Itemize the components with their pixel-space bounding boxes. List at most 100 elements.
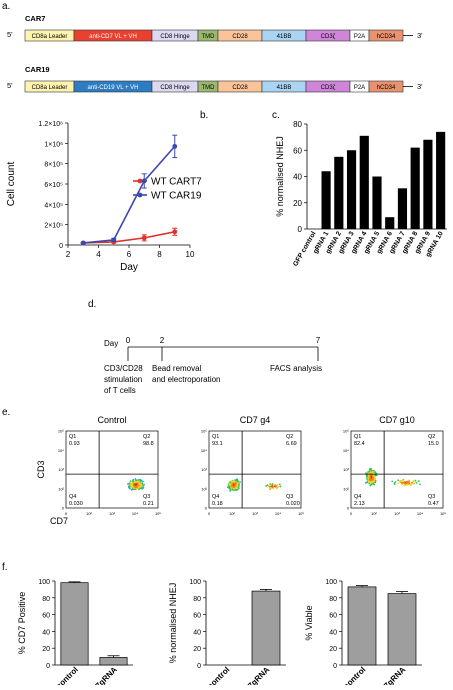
flow-y-tick-label: 10⁴ [201, 448, 207, 453]
segment-label: CD28 [232, 34, 248, 40]
event-dot [237, 487, 240, 489]
segment-label: anti-CD7 VL + VH [89, 34, 137, 40]
y-tick-label: 40 [193, 629, 201, 636]
flow-x-tick-label: 10⁵ [155, 511, 161, 516]
event-dot [239, 481, 241, 484]
bar [321, 171, 331, 229]
event-dot [236, 488, 239, 491]
event-dot [375, 474, 378, 477]
flow-x-tick-label: 0 [208, 511, 211, 516]
event-dot [229, 489, 232, 491]
event-dot [128, 485, 130, 487]
flow-x-axis-label: CD7 [50, 516, 68, 526]
three-prime-label: 3' [417, 31, 423, 40]
flow-x-tick-label: 10⁵ [440, 511, 446, 516]
flow-x-tick-label: 10⁴ [275, 511, 281, 516]
y-tick-label: 2×10⁵ [44, 223, 63, 230]
y-axis-label: % CD7 Positive [17, 592, 27, 655]
quadrant-value: 2.13 [354, 501, 365, 507]
event-dot [130, 488, 133, 491]
construct-name: CAR19 [25, 65, 50, 74]
event-dot [232, 485, 235, 488]
segment-label: CD8 Hinge [160, 34, 190, 40]
event-dot [131, 483, 134, 486]
data-point [80, 240, 86, 246]
bar [359, 135, 369, 229]
flow-y-tick-label: 10² [343, 486, 349, 491]
flow-y-tick-label: 10³ [58, 467, 64, 472]
event-dot [367, 474, 370, 477]
event-dot [369, 467, 372, 470]
timeline-day: 7 [316, 336, 321, 345]
event-dot [141, 482, 144, 485]
event-dot [131, 480, 134, 483]
event-dot [404, 484, 406, 487]
flow-y-tick-label: 10⁴ [58, 448, 64, 453]
quadrant-label: Q2 [428, 434, 435, 440]
segment-label: P2A [354, 34, 365, 40]
y-axis-label: % Viable [304, 605, 314, 640]
event-dot [370, 469, 373, 472]
event-dot [372, 471, 375, 473]
segment-label: CD8 Hinge [160, 85, 190, 91]
series-line [83, 230, 175, 244]
quadrant-value: 0.18 [212, 501, 223, 507]
panel-letter-a: a. [2, 1, 10, 12]
event-dot [235, 478, 238, 481]
y-tick-label: 20 [42, 646, 50, 653]
event-dot [368, 478, 371, 481]
event-dot [142, 480, 144, 483]
flow-y-tick-label: 10⁵ [201, 429, 207, 434]
event-dot [374, 471, 377, 474]
event-dot [142, 485, 145, 487]
timeline-day-label: Day [104, 339, 118, 348]
event-dot [411, 481, 413, 484]
y-tick-label: 6×10⁵ [44, 182, 63, 189]
event-dot [139, 480, 142, 483]
segment-label: TMD [202, 85, 216, 91]
flow-plot-frame [208, 430, 302, 509]
quadrant-value: 0.93 [69, 441, 80, 447]
quadrant-label: Q4 [69, 494, 76, 500]
x-tick-label: 8 [157, 250, 162, 259]
event-dot [141, 487, 144, 490]
quadrant-label: Q3 [286, 494, 293, 500]
segment-label: 41BB [277, 34, 292, 40]
timeline-step-label: stimulation [104, 375, 142, 384]
event-dot [271, 483, 274, 485]
segment-label: hCD34 [377, 85, 396, 91]
bar [346, 150, 357, 229]
event-dot [130, 485, 133, 487]
y-tick-label: 0 [59, 243, 63, 250]
y-tick-label: 40 [42, 629, 50, 636]
event-dot [229, 483, 232, 486]
event-dot [401, 482, 403, 485]
quadrant-label: Q1 [354, 434, 361, 440]
event-dot [139, 482, 141, 485]
event-dot [238, 485, 240, 487]
data-point [172, 229, 178, 235]
bar [372, 176, 382, 229]
event-dot [393, 482, 396, 485]
event-dot [413, 482, 416, 485]
event-dot [366, 476, 368, 478]
event-dot [402, 479, 404, 482]
quadrant-label: Q3 [143, 494, 150, 500]
event-dot [269, 483, 272, 486]
event-dot [279, 485, 282, 488]
event-dot [374, 478, 376, 480]
y-tick-label: 40 [329, 629, 337, 636]
event-dot [397, 479, 400, 482]
segment-label: anti-CD19 VL + VH [88, 85, 139, 91]
flow-x-tick-label: 10³ [109, 511, 115, 516]
event-dot [143, 483, 146, 486]
event-dot [391, 480, 394, 483]
event-dot [366, 474, 368, 477]
legend-marker [137, 192, 143, 198]
quadrant-value: 0.47 [428, 501, 439, 507]
event-dot [274, 484, 277, 487]
event-dot [129, 487, 131, 490]
segment-label: 41BB [277, 85, 292, 91]
flow-y-tick-label: 10² [201, 486, 207, 491]
